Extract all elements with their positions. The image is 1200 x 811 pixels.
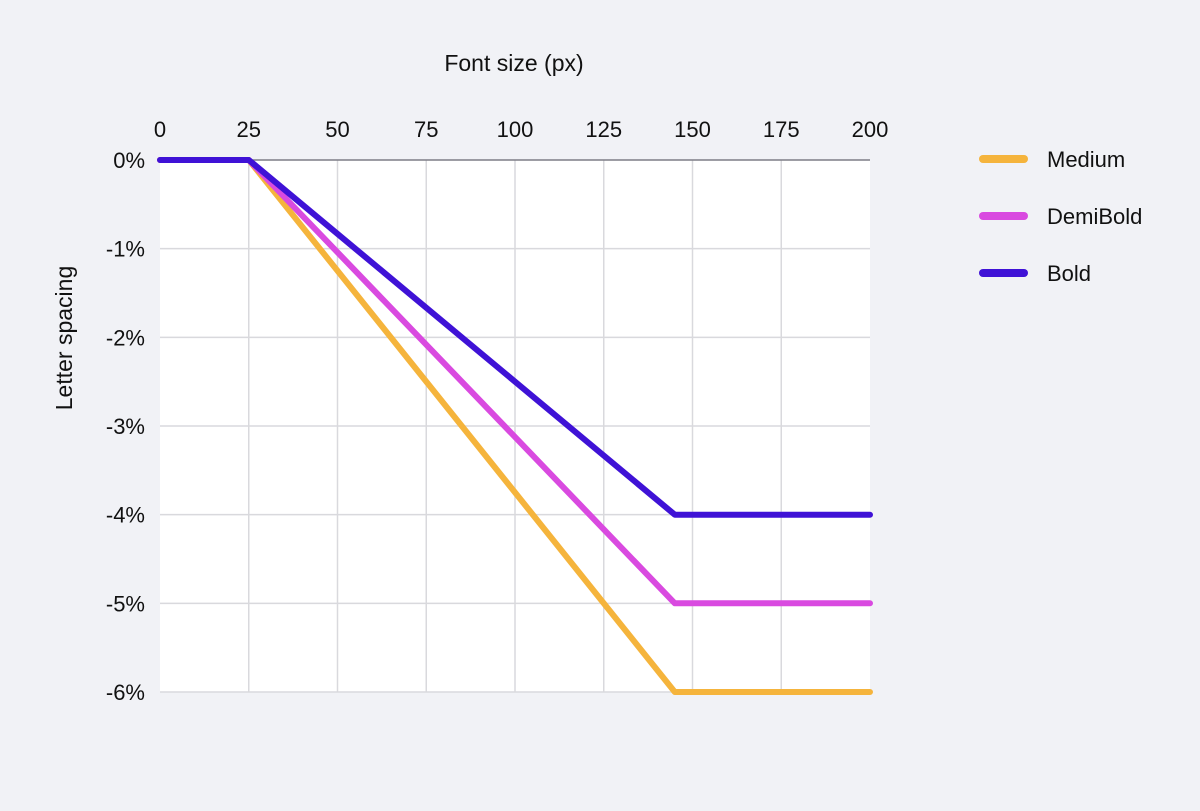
x-tick-label: 0 xyxy=(154,117,166,142)
legend-label-demibold: DemiBold xyxy=(1047,204,1142,229)
legend-label-bold: Bold xyxy=(1047,261,1091,286)
axes: 0 25 50 75 100 125 150 175 200 0% -1% -2% -3% -4% -5% -… xyxy=(106,117,888,705)
y-tick-label: -5% xyxy=(106,591,145,616)
y-tick-label: -1% xyxy=(106,237,145,262)
x-tick-label: 150 xyxy=(674,117,711,142)
legend-label-medium: Medium xyxy=(1047,147,1125,172)
x-tick-label: 175 xyxy=(763,117,800,142)
x-axis-title: Font size (px) xyxy=(444,50,583,76)
y-tick-label: 0% xyxy=(113,148,145,173)
x-tick-label: 125 xyxy=(585,117,622,142)
y-tick-label: -6% xyxy=(106,680,145,705)
y-tick-label: -2% xyxy=(106,325,145,350)
x-tick-label: 100 xyxy=(497,117,534,142)
y-axis-title: Letter spacing xyxy=(51,266,77,410)
series-lines xyxy=(157,157,873,695)
y-tick-label: -4% xyxy=(106,503,145,528)
legend: Medium DemiBold Bold xyxy=(979,147,1142,286)
y-tick-label: -3% xyxy=(106,414,145,439)
x-tick-label: 25 xyxy=(237,117,261,142)
series-line-bold xyxy=(157,157,873,518)
x-tick-label: 75 xyxy=(414,117,438,142)
x-tick-label: 200 xyxy=(852,117,889,142)
x-tick-label: 50 xyxy=(325,117,349,142)
